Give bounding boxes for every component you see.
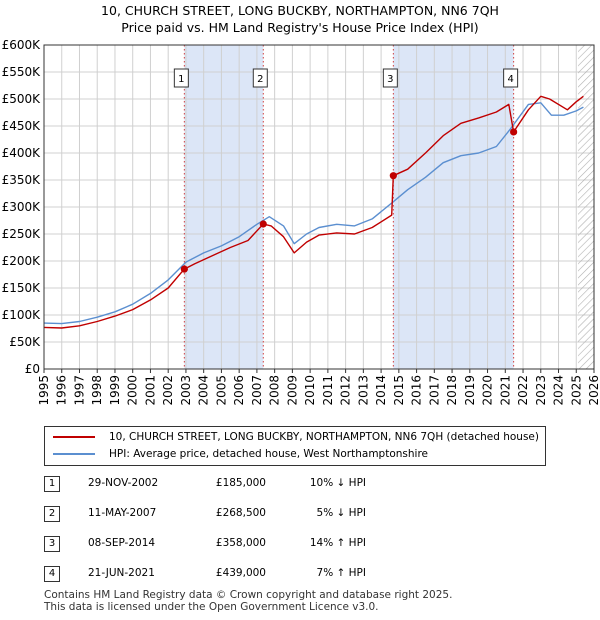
x-tick-label: 2025 <box>569 375 583 406</box>
sale-hpi-diff: 14% ↑ HPI <box>309 537 366 549</box>
sale-label-number: 1 <box>178 74 184 85</box>
legend-swatch-hpi <box>53 453 95 455</box>
x-tick-label: 2016 <box>410 375 424 406</box>
x-tick-label: 2015 <box>392 375 406 406</box>
footer-copyright: Contains HM Land Registry data © Crown c… <box>44 589 453 601</box>
y-tick-label: £200K <box>2 254 42 268</box>
y-tick-label: £300K <box>2 200 42 214</box>
sale-point <box>259 220 267 228</box>
y-tick-label: £250K <box>2 227 42 241</box>
y-tick-label: £100K <box>2 308 42 322</box>
x-tick-label: 2012 <box>339 375 353 406</box>
sale-price: £358,000 <box>215 537 266 549</box>
sale-date: 29-NOV-2002 <box>88 477 159 489</box>
x-tick-label: 2010 <box>303 375 317 406</box>
x-tick-label: 1997 <box>72 375 86 406</box>
x-tick-label: 2006 <box>232 375 246 406</box>
sale-price: £439,000 <box>215 567 266 579</box>
x-tick-label: 2021 <box>498 375 512 406</box>
x-tick-label: 2022 <box>516 375 530 406</box>
y-tick-label: £450K <box>2 119 42 133</box>
y-tick-label: £150K <box>2 281 42 295</box>
legend-item-property: 10, CHURCH STREET, LONG BUCKBY, NORTHAMP… <box>53 429 539 445</box>
sale-hpi-diff: 10% ↓ HPI <box>309 477 366 489</box>
sale-label-box <box>252 68 268 88</box>
chart-title-line2: Price paid vs. HM Land Registry's House … <box>121 20 479 35</box>
sale-label-box <box>173 68 189 88</box>
sale-label-number: 3 <box>387 74 393 85</box>
footer-license: This data is licensed under the Open Gov… <box>44 601 379 613</box>
sale-point <box>389 172 397 180</box>
x-tick-label: 2018 <box>445 375 459 406</box>
chart-title-line1: 10, CHURCH STREET, LONG BUCKBY, NORTHAMP… <box>101 3 499 18</box>
y-tick-label: £550K <box>2 65 42 79</box>
forecast-hatch <box>578 45 594 369</box>
x-tick-label: 2024 <box>552 375 566 406</box>
table-row: 2 11-MAY-2007 £268,500 5% ↓ HPI <box>0 504 600 526</box>
x-tick-label: 2002 <box>161 375 175 406</box>
sale-hpi-diff: 7% ↑ HPI <box>316 567 366 579</box>
y-tick-label: £500K <box>2 92 42 106</box>
x-tick-label: 1999 <box>108 375 122 406</box>
legend: 10, CHURCH STREET, LONG BUCKBY, NORTHAMP… <box>44 426 546 466</box>
y-tick-label: £0 <box>25 362 40 376</box>
sale-badge: 1 <box>44 476 60 492</box>
x-tick-label: 2003 <box>179 375 193 406</box>
sale-label-number: 4 <box>507 74 513 85</box>
sale-label-box <box>503 68 519 88</box>
price-chart: 1 2 3 4 £0 £50K £100K £150K £200K £250K £300K £350… <box>2 38 600 406</box>
table-row: 3 08-SEP-2014 £358,000 14% ↑ HPI <box>0 534 600 556</box>
x-tick-label: 2017 <box>427 375 441 406</box>
sale-badge: 2 <box>44 506 60 522</box>
sale-point <box>180 265 188 273</box>
sale-label-box <box>382 68 398 88</box>
y-tick-label: £350K <box>2 173 42 187</box>
y-tick-label: £400K <box>2 146 42 160</box>
x-tick-label: 2019 <box>463 375 477 406</box>
sale-label-number: 2 <box>257 74 263 85</box>
x-tick-label: 2004 <box>197 375 211 406</box>
legend-label-property: 10, CHURCH STREET, LONG BUCKBY, NORTHAMP… <box>109 431 539 443</box>
sale-badge: 3 <box>44 536 60 552</box>
y-tick-label: £50K <box>9 335 41 349</box>
x-tick-label: 2013 <box>356 375 370 406</box>
x-tick-label: 2020 <box>481 375 495 406</box>
sale-price: £185,000 <box>215 477 266 489</box>
x-tick-label: 1995 <box>37 375 51 406</box>
sale-hpi-diff: 5% ↓ HPI <box>316 507 366 519</box>
x-tick-label: 2000 <box>126 375 140 406</box>
plot-frame <box>43 44 595 370</box>
sale-date: 21-JUN-2021 <box>88 567 155 579</box>
x-tick-label: 2007 <box>250 375 264 406</box>
legend-label-hpi: HPI: Average price, detached house, West… <box>109 448 428 460</box>
x-tick-label: 2001 <box>143 375 157 406</box>
table-row: 4 21-JUN-2021 £439,000 7% ↑ HPI <box>0 564 600 586</box>
y-tick-label: £600K <box>2 38 42 52</box>
x-tick-label: 1996 <box>55 375 69 406</box>
sale-date: 08-SEP-2014 <box>88 537 156 549</box>
property-series-line <box>43 95 584 329</box>
x-tick-label: 2005 <box>214 375 228 406</box>
legend-swatch-property <box>53 436 95 438</box>
x-tick-label: 2023 <box>534 375 548 406</box>
x-tick-label: 2014 <box>374 375 388 406</box>
hpi-series-line <box>43 102 584 325</box>
sale-point <box>510 128 518 136</box>
table-row: 1 29-NOV-2002 £185,000 10% ↓ HPI <box>0 474 600 496</box>
x-tick-label: 2008 <box>268 375 282 406</box>
legend-item-hpi: HPI: Average price, detached house, West… <box>53 446 428 462</box>
sale-price: £268,500 <box>215 507 266 519</box>
x-tick-label: 1998 <box>90 375 104 406</box>
x-tick-label: 2026 <box>587 375 600 406</box>
sale-date: 11-MAY-2007 <box>88 507 157 519</box>
sale-badge: 4 <box>44 566 60 582</box>
x-tick-label: 2011 <box>321 375 335 406</box>
x-tick-label: 2009 <box>285 375 299 406</box>
